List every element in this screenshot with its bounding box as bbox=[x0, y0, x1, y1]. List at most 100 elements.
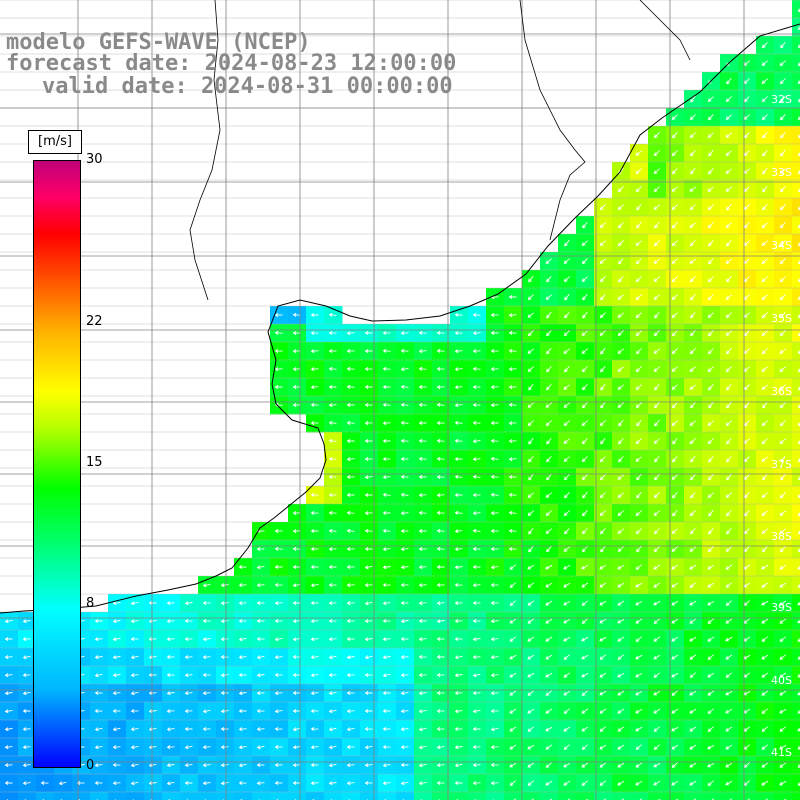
wind-cell bbox=[666, 792, 685, 800]
wind-arrow bbox=[220, 691, 229, 695]
wind-arrow bbox=[184, 763, 193, 768]
wind-arrow bbox=[545, 744, 553, 750]
wind-cell bbox=[198, 792, 217, 800]
wind-arrow bbox=[310, 367, 319, 372]
wind-arrow bbox=[454, 493, 463, 497]
wind-arrow bbox=[184, 691, 193, 696]
wind-arrow bbox=[436, 691, 445, 695]
wind-cell bbox=[414, 792, 433, 800]
wind-arrow bbox=[653, 510, 660, 516]
wind-cell bbox=[792, 684, 800, 703]
wind-arrow bbox=[202, 655, 211, 660]
wind-arrow bbox=[382, 366, 391, 371]
wind-arrow bbox=[707, 546, 714, 553]
wind-cell bbox=[720, 792, 739, 800]
wind-arrow bbox=[761, 96, 768, 102]
wind-arrow bbox=[725, 636, 733, 642]
wind-arrow bbox=[94, 745, 103, 750]
wind-arrow bbox=[382, 331, 391, 335]
wind-arrow bbox=[94, 781, 103, 785]
wind-arrow bbox=[671, 294, 678, 300]
wind-arrow bbox=[328, 456, 337, 461]
wind-arrow bbox=[708, 222, 714, 229]
wind-arrow bbox=[582, 384, 588, 391]
wind-arrow bbox=[761, 312, 768, 319]
wind-arrow bbox=[599, 240, 606, 246]
wind-arrow bbox=[600, 402, 606, 409]
wind-arrow bbox=[274, 330, 283, 335]
wind-arrow bbox=[779, 762, 787, 768]
wind-arrow bbox=[690, 204, 696, 211]
wind-arrow bbox=[202, 763, 211, 768]
wind-arrow bbox=[581, 762, 589, 768]
wind-cell bbox=[702, 792, 721, 800]
wind-arrow bbox=[761, 636, 768, 642]
wind-arrow bbox=[617, 186, 624, 193]
wind-cell bbox=[792, 720, 800, 739]
wind-arrow bbox=[436, 763, 445, 768]
wind-cell bbox=[324, 792, 343, 800]
wind-cell bbox=[792, 522, 800, 541]
wind-arrow bbox=[4, 763, 13, 768]
wind-arrow bbox=[653, 330, 660, 337]
latitude-label: 36S bbox=[771, 385, 792, 398]
wind-arrow bbox=[454, 601, 463, 606]
wind-arrow bbox=[545, 636, 553, 642]
wind-cell bbox=[792, 54, 800, 73]
latitude-label: 37S bbox=[771, 458, 792, 471]
wind-arrow bbox=[220, 709, 229, 714]
wind-arrow bbox=[707, 780, 714, 786]
wind-arrow bbox=[400, 565, 409, 570]
wind-arrow bbox=[726, 510, 732, 517]
wind-arrow bbox=[689, 348, 696, 355]
wind-arrow bbox=[400, 474, 409, 479]
wind-arrow bbox=[418, 349, 427, 354]
wind-arrow bbox=[761, 492, 768, 498]
wind-arrow bbox=[436, 475, 445, 479]
wind-arrow bbox=[653, 762, 661, 768]
wind-arrow bbox=[762, 402, 768, 409]
wind-arrow bbox=[690, 95, 696, 103]
wind-arrow bbox=[653, 348, 660, 354]
wind-arrow bbox=[310, 547, 319, 551]
wind-arrow bbox=[725, 690, 733, 696]
wind-arrow bbox=[690, 276, 696, 283]
wind-arrow bbox=[436, 673, 445, 677]
wind-arrow bbox=[472, 546, 481, 551]
wind-arrow bbox=[454, 691, 463, 695]
wind-arrow bbox=[256, 655, 265, 660]
wind-arrow bbox=[744, 402, 750, 409]
wind-cell bbox=[792, 630, 800, 649]
wind-arrow bbox=[346, 384, 355, 389]
wind-arrow bbox=[148, 619, 157, 624]
wind-arrow bbox=[797, 656, 800, 660]
wind-arrow bbox=[726, 240, 732, 247]
wind-arrow bbox=[779, 708, 787, 714]
wind-arrow bbox=[328, 510, 337, 515]
wind-arrow bbox=[527, 402, 534, 408]
wind-arrow bbox=[761, 672, 769, 678]
wind-cell bbox=[792, 180, 800, 199]
wind-arrow bbox=[400, 637, 409, 641]
wind-arrow bbox=[780, 312, 786, 319]
wind-cell bbox=[792, 378, 800, 397]
wind-arrow bbox=[328, 655, 337, 660]
wind-arrow bbox=[636, 474, 642, 481]
wind-arrow bbox=[797, 116, 800, 120]
wind-arrow bbox=[256, 601, 265, 605]
wind-arrow bbox=[797, 782, 800, 786]
wind-arrow bbox=[454, 709, 463, 714]
wind-arrow bbox=[382, 348, 391, 353]
wind-arrow bbox=[725, 168, 732, 174]
wind-cell bbox=[360, 792, 379, 800]
wind-arrow bbox=[238, 691, 247, 696]
wind-arrow bbox=[292, 403, 301, 407]
wind-arrow bbox=[725, 96, 732, 102]
border-line bbox=[189, 0, 221, 301]
wind-arrow bbox=[400, 331, 409, 336]
wind-arrow bbox=[508, 457, 517, 462]
wind-arrow bbox=[725, 564, 733, 570]
wind-arrow bbox=[761, 384, 768, 390]
wind-arrow bbox=[310, 619, 319, 624]
wind-arrow bbox=[689, 600, 697, 606]
